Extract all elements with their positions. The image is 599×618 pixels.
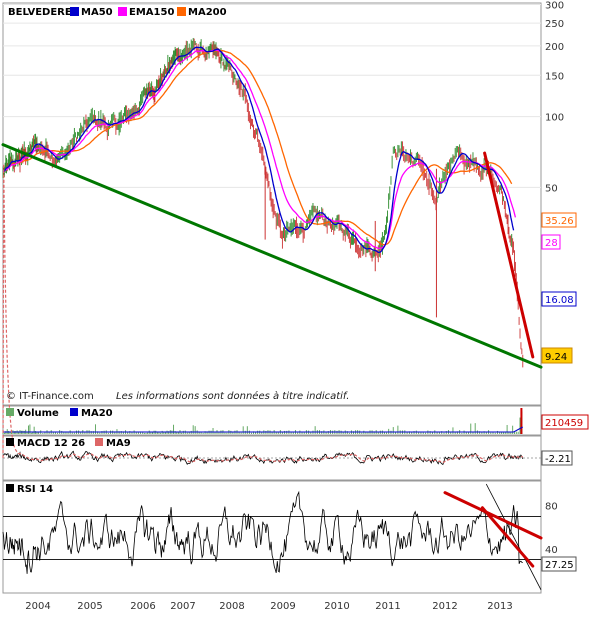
legend-ma200: MA200 bbox=[188, 7, 227, 18]
x-tick-label: 2008 bbox=[219, 601, 244, 612]
x-tick-label: 2007 bbox=[170, 601, 195, 612]
x-tick-label: 2010 bbox=[324, 601, 349, 612]
x-tick-label: 2005 bbox=[77, 601, 102, 612]
macd-line bbox=[2, 450, 524, 466]
rsi-panel-frame bbox=[2, 480, 542, 594]
legend-swatch-ma200 bbox=[177, 7, 186, 16]
badge-ma50-box bbox=[541, 291, 577, 307]
legend-swatch-ema150 bbox=[118, 7, 127, 16]
badge-rsi: 27.25 bbox=[545, 560, 574, 571]
price-tick-label: 50 bbox=[545, 183, 558, 194]
ma50-line bbox=[2, 46, 515, 254]
rsi-resistance-trendline bbox=[443, 491, 543, 540]
legend-volume: Volume bbox=[17, 408, 59, 419]
x-tick-label: 2004 bbox=[25, 601, 50, 612]
price-tick-label: 100 bbox=[545, 113, 564, 124]
legend-swatch-volume bbox=[6, 408, 14, 416]
resistance-trendline bbox=[483, 151, 535, 359]
rsi-tick-label: 80 bbox=[545, 502, 558, 513]
badge-macd-box bbox=[541, 450, 573, 466]
badge-ma200: 28 bbox=[545, 238, 558, 249]
badge-rsi-box bbox=[541, 556, 577, 572]
legend-swatch-rsi bbox=[6, 484, 14, 492]
badge-ema150-box bbox=[541, 212, 577, 228]
trendlines bbox=[1, 143, 543, 369]
legend-ma9: MA9 bbox=[106, 438, 131, 449]
price-tick-label: 250 bbox=[545, 19, 564, 30]
rsi-line bbox=[2, 490, 523, 574]
badge-ma50: 16.08 bbox=[545, 295, 574, 306]
disclaimer: Les informations sont données à titre in… bbox=[116, 390, 349, 402]
x-tick-label: 2013 bbox=[487, 601, 512, 612]
badge-price-box bbox=[541, 347, 573, 364]
legend-rsi: RSI 14 bbox=[17, 484, 53, 495]
x-tick-label: 2006 bbox=[130, 601, 155, 612]
rsi-panel bbox=[2, 483, 543, 591]
volume-ma20-line bbox=[3, 426, 524, 433]
badge-volume: 210459 bbox=[545, 418, 583, 429]
legend-swatch-ma20 bbox=[70, 408, 78, 416]
legend-ema150: EMA150 bbox=[129, 7, 174, 18]
badge-ma200-box bbox=[541, 234, 561, 250]
ma200-line bbox=[2, 49, 513, 246]
macd-panel bbox=[2, 163, 541, 466]
legend-macd: MACD 12 26 bbox=[17, 438, 85, 449]
price-panel-frame bbox=[2, 2, 542, 406]
support-trendline bbox=[1, 143, 543, 369]
price-tick-label: 200 bbox=[545, 42, 564, 53]
x-tick-label: 2011 bbox=[375, 601, 400, 612]
chart-title: BELVEDERE bbox=[8, 7, 72, 18]
macd-signal-line bbox=[2, 163, 524, 464]
ema150-line bbox=[2, 49, 517, 250]
badge-macd: -2.21 bbox=[545, 454, 571, 465]
rsi-guide-line bbox=[485, 483, 542, 591]
badge-ema150: 35.26 bbox=[545, 216, 574, 227]
price-tick-label: 300 bbox=[545, 1, 564, 12]
price-panel bbox=[2, 4, 541, 368]
legend-swatch-macd bbox=[6, 438, 14, 446]
rsi-tick-label: 40 bbox=[545, 545, 558, 556]
rsi-downtrend-line bbox=[480, 506, 535, 568]
volume-panel bbox=[2, 408, 524, 434]
legend-swatch-ma9 bbox=[95, 438, 103, 446]
badge-price: 9.24 bbox=[545, 352, 567, 363]
price-bars bbox=[2, 37, 524, 368]
x-tick-label: 2009 bbox=[270, 601, 295, 612]
x-tick-label: 2012 bbox=[432, 601, 457, 612]
legend-ma50: MA50 bbox=[81, 7, 113, 18]
legend-ma20: MA20 bbox=[81, 408, 113, 419]
legend-swatch-ma50 bbox=[70, 7, 79, 16]
price-tick-label: 150 bbox=[545, 71, 564, 82]
watermark: © IT-Finance.com bbox=[6, 391, 94, 402]
axes: 300 250 200 150 100 50 80 40 2004 2005 2006 2007 200… bbox=[25, 1, 564, 613]
badge-volume-box bbox=[541, 414, 589, 430]
